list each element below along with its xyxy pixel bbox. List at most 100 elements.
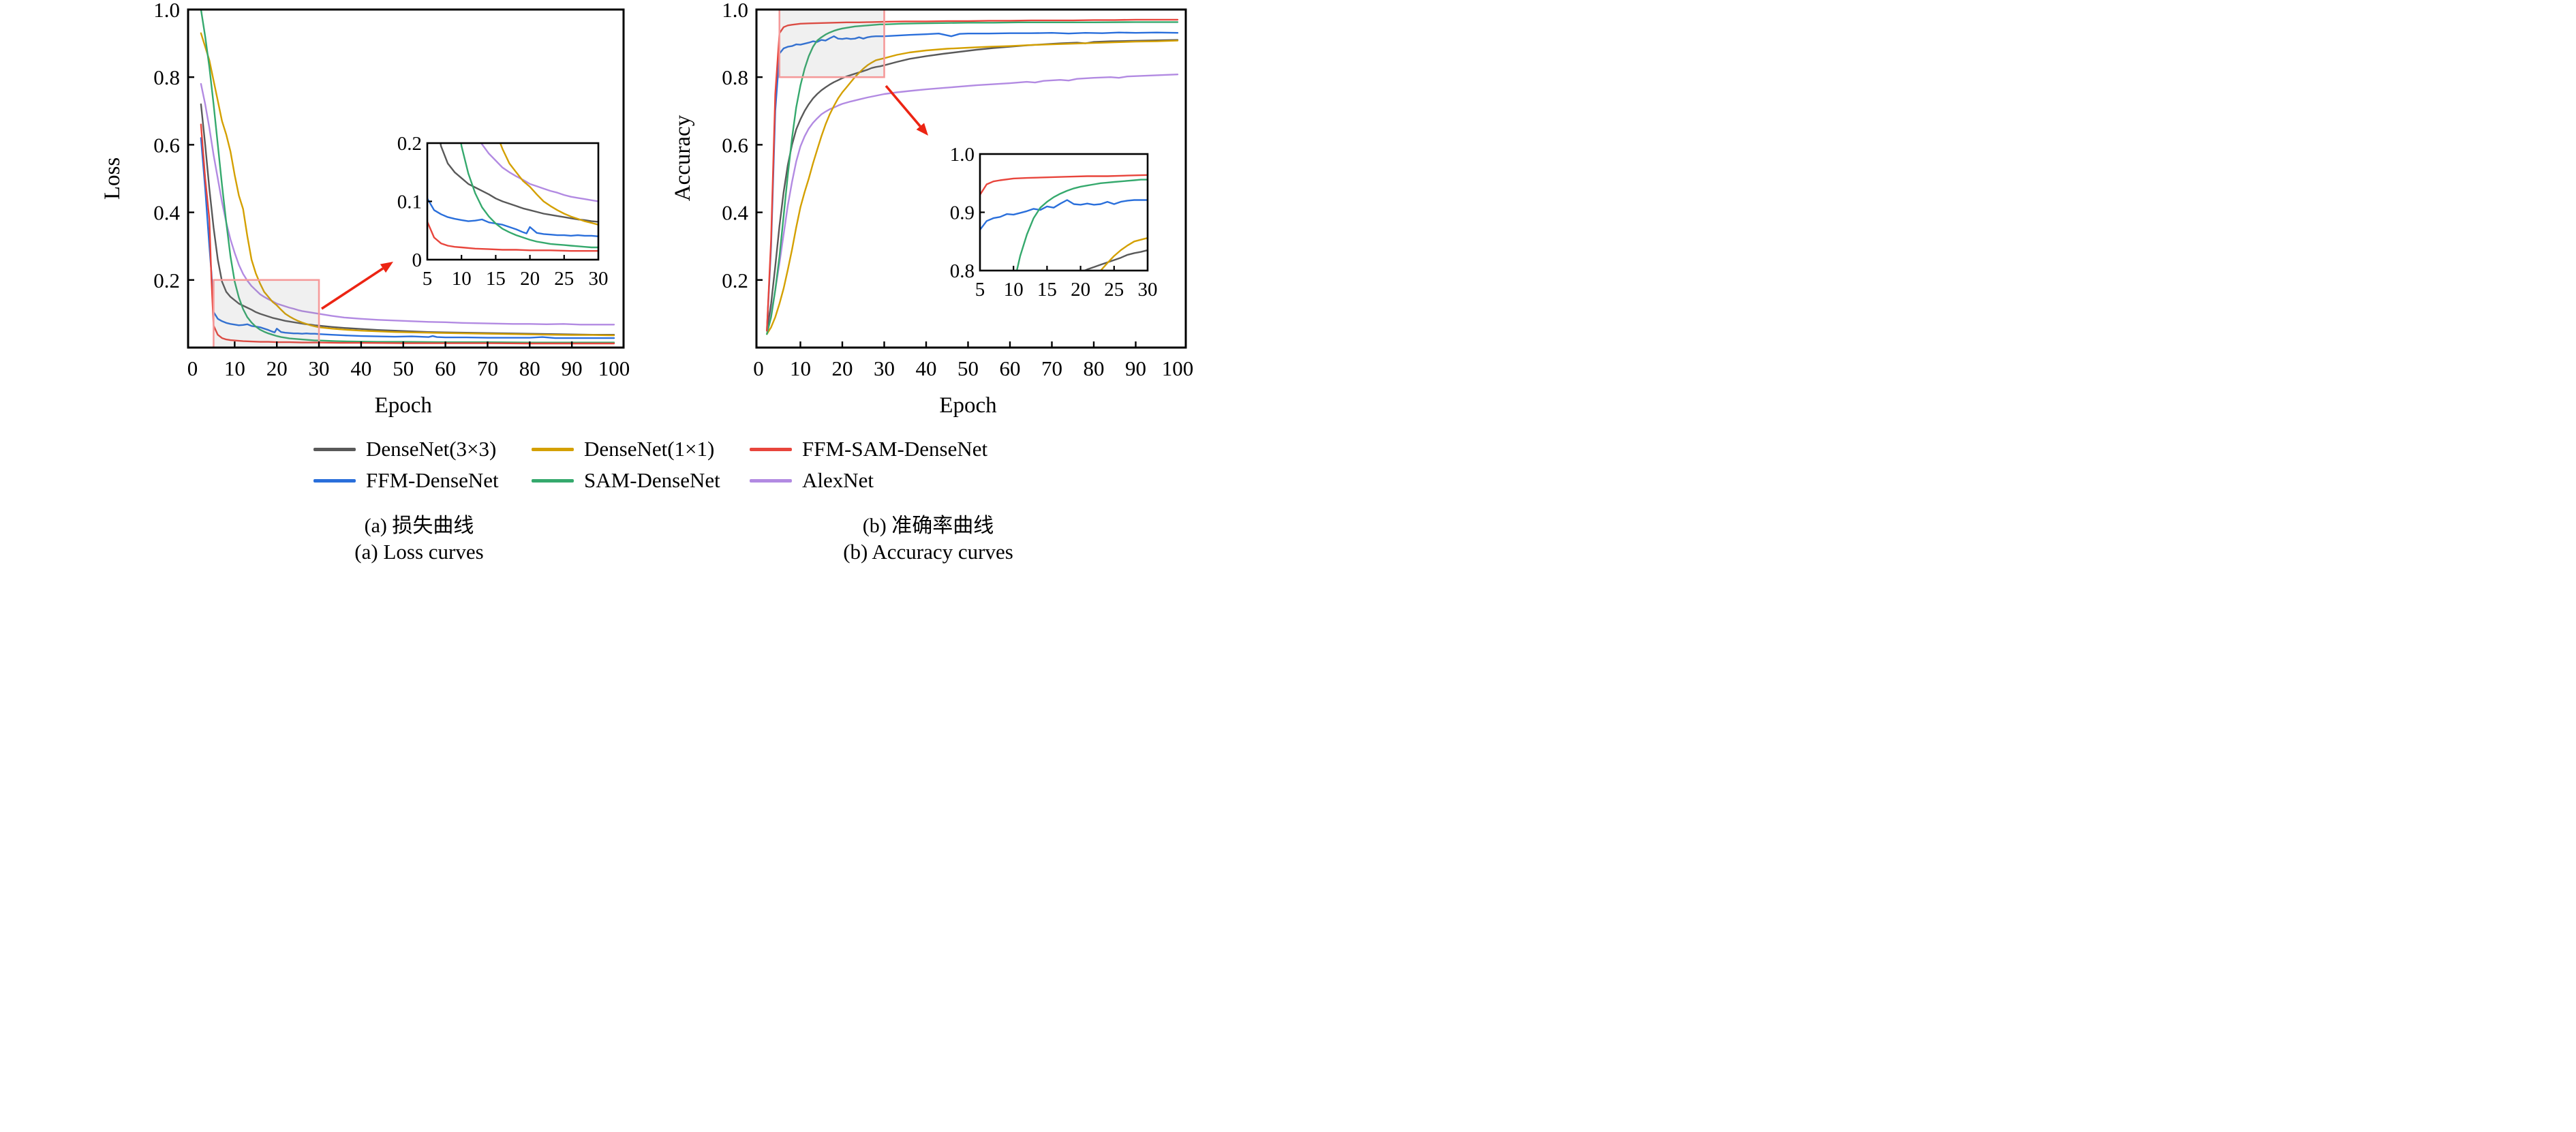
x-tick-label: 0 (753, 356, 764, 380)
zoom-arrow (321, 267, 384, 310)
plot-frame (755, 8, 1187, 349)
legend-item-label: DenseNet(3×3) (366, 437, 497, 461)
inset-series-DenseNet(3×3) (1082, 249, 1148, 271)
series-DenseNet(1×1) (766, 40, 1179, 335)
inset-background (427, 143, 598, 260)
series-AlexNet (200, 82, 615, 326)
series-FFM-DenseNet (200, 137, 615, 339)
x-tick-label: 90 (1125, 356, 1146, 380)
legend-item: FFM-SAM-DenseNet (750, 436, 987, 462)
caption-left: (a) 损失曲线 (a) Loss curves (225, 513, 613, 565)
legend-item-label: DenseNet(1×1) (584, 437, 715, 461)
zoom-arrow-head (916, 123, 928, 136)
series-AlexNet (766, 73, 1179, 332)
inset-x-tick-label: 30 (589, 268, 609, 290)
inset-x-tick-label: 10 (452, 268, 472, 290)
x-tick-label: 60 (435, 356, 456, 380)
inset-x-tick-label: 5 (975, 279, 985, 301)
legend-line-swatch (750, 478, 792, 483)
x-tick-label: 80 (1084, 356, 1105, 380)
x-tick-label: 90 (562, 356, 583, 380)
inset-y-tick-label: 1.0 (950, 144, 975, 166)
inset-y-tick-label: 0 (412, 249, 423, 271)
zoom-arrow-head (380, 262, 393, 273)
loss-chart: 0 10 20 30 40 50 60 70 80 90 1000.20.40.60.81.0Epo… (100, 0, 630, 418)
y-tick-label: 0.6 (153, 133, 180, 157)
inset-series-FFM-DenseNet (980, 199, 1148, 243)
inset-series-SAM-DenseNet (460, 143, 598, 249)
inset-series-group (980, 174, 1148, 271)
x-tick-label: 10 (790, 356, 811, 380)
legend-item-label: FFM-SAM-DenseNet (802, 437, 988, 461)
legend-line-swatch (532, 478, 574, 483)
x-tick-label: 70 (1041, 356, 1062, 380)
legend-item: AlexNet (750, 468, 987, 493)
legend-line-swatch (532, 447, 574, 451)
x-tick-label: 50 (957, 356, 979, 380)
series-SAM-DenseNet (766, 21, 1179, 335)
legend-item: DenseNet(1×1) (532, 436, 750, 462)
figure-canvas: 0 10 20 30 40 50 60 70 80 90 100 0.2 0.4 0.6 0.8 1.0 Epo… (0, 0, 1288, 566)
series-SAM-DenseNet (200, 10, 615, 343)
inset-x-tick-label: 15 (1037, 279, 1057, 301)
inset-x-tick-label: 15 (486, 268, 506, 290)
caption-left-en: (a) Loss curves (354, 540, 484, 564)
y-axis-label: Loss (100, 157, 125, 200)
zoom-region-box (213, 279, 320, 349)
caption-right: (b) 准确率曲线 (b) Accuracy curves (734, 513, 1122, 565)
inset-x-tick-label: 5 (423, 268, 433, 290)
inset-y-tick-label: 0.1 (397, 192, 422, 213)
inset-series-AlexNet (480, 143, 598, 202)
inset-background (980, 154, 1148, 271)
legend-item: DenseNet(3×3) (313, 436, 532, 462)
legend-line-swatch (750, 447, 792, 451)
legend-line-swatch (313, 447, 356, 451)
y-tick-label: 0.2 (153, 269, 180, 292)
legend-item-label: FFM-DenseNet (366, 468, 499, 492)
inset-y-tick-label: 0.9 (950, 202, 975, 224)
inset-x-tick-label: 30 (1138, 279, 1158, 301)
inset-x-tick-label: 25 (554, 268, 574, 290)
inset-x-tick-label: 25 (1104, 279, 1124, 301)
x-tick-label: 100 (598, 356, 630, 380)
caption-right-zh: (b) 准确率曲线 (862, 515, 994, 537)
x-tick-label: 80 (519, 356, 540, 380)
x-tick-label: 70 (477, 356, 498, 380)
caption-right-en: (b) Accuracy curves (843, 540, 1013, 564)
inset-series-DenseNet(1×1) (499, 143, 598, 226)
series-FFM-DenseNet (766, 31, 1179, 332)
x-tick-label: 20 (266, 356, 288, 380)
legend-item: SAM-DenseNet (532, 468, 750, 493)
inset-series-DenseNet(3×3) (440, 143, 598, 223)
charts-svg: 0 10 20 30 40 50 60 70 80 90 1000.20.40.60.81.0Epo… (100, 0, 1193, 418)
y-tick-label: 0.8 (722, 65, 748, 89)
y-tick-label: 1.0 (153, 0, 180, 22)
x-tick-label: 40 (350, 356, 371, 380)
legend: DenseNet(3×3) DenseNet(1×1) FFM-SAM-DenseN… (313, 436, 987, 493)
legend-item-label: AlexNet (802, 468, 874, 492)
x-tick-label: 10 (224, 356, 245, 380)
x-tick-label: 40 (916, 356, 937, 380)
x-tick-label: 50 (393, 356, 414, 380)
inset-x-tick-label: 20 (1071, 279, 1090, 301)
x-tick-label: 20 (832, 356, 853, 380)
inset-series-FFM-DenseNet (427, 182, 598, 238)
x-tick-label: 30 (874, 356, 895, 380)
inset-chart: 5 10 15 20 25 30 0 0.1 0.2 (397, 133, 609, 290)
inset-x-tick-label: 20 (520, 268, 540, 290)
plot-frame (187, 8, 625, 349)
inset-x-tick-label: 10 (1004, 279, 1024, 301)
y-tick-label: 0.4 (722, 201, 748, 225)
x-axis-label: Epoch (375, 393, 433, 418)
zoom-arrow (885, 85, 921, 127)
inset-chart: 5 10 15 20 25 30 0.8 0.9 1.0 (950, 144, 1158, 301)
accuracy-chart: 0 10 20 30 40 50 60 70 80 90 100 0.2 0.4 0.6 0.8 1.0 Epo… (671, 0, 1193, 418)
series-group (766, 18, 1179, 335)
inset-series-FFM-SAM-DenseNet (427, 202, 598, 252)
y-axis-label: Accuracy (671, 114, 695, 201)
inset-series-DenseNet(1×1) (1099, 236, 1148, 271)
y-tick-label: 0.8 (153, 65, 180, 89)
y-tick-label: 0.6 (722, 133, 748, 157)
series-DenseNet(1×1) (200, 32, 615, 337)
x-tick-label: 0 (187, 356, 198, 380)
